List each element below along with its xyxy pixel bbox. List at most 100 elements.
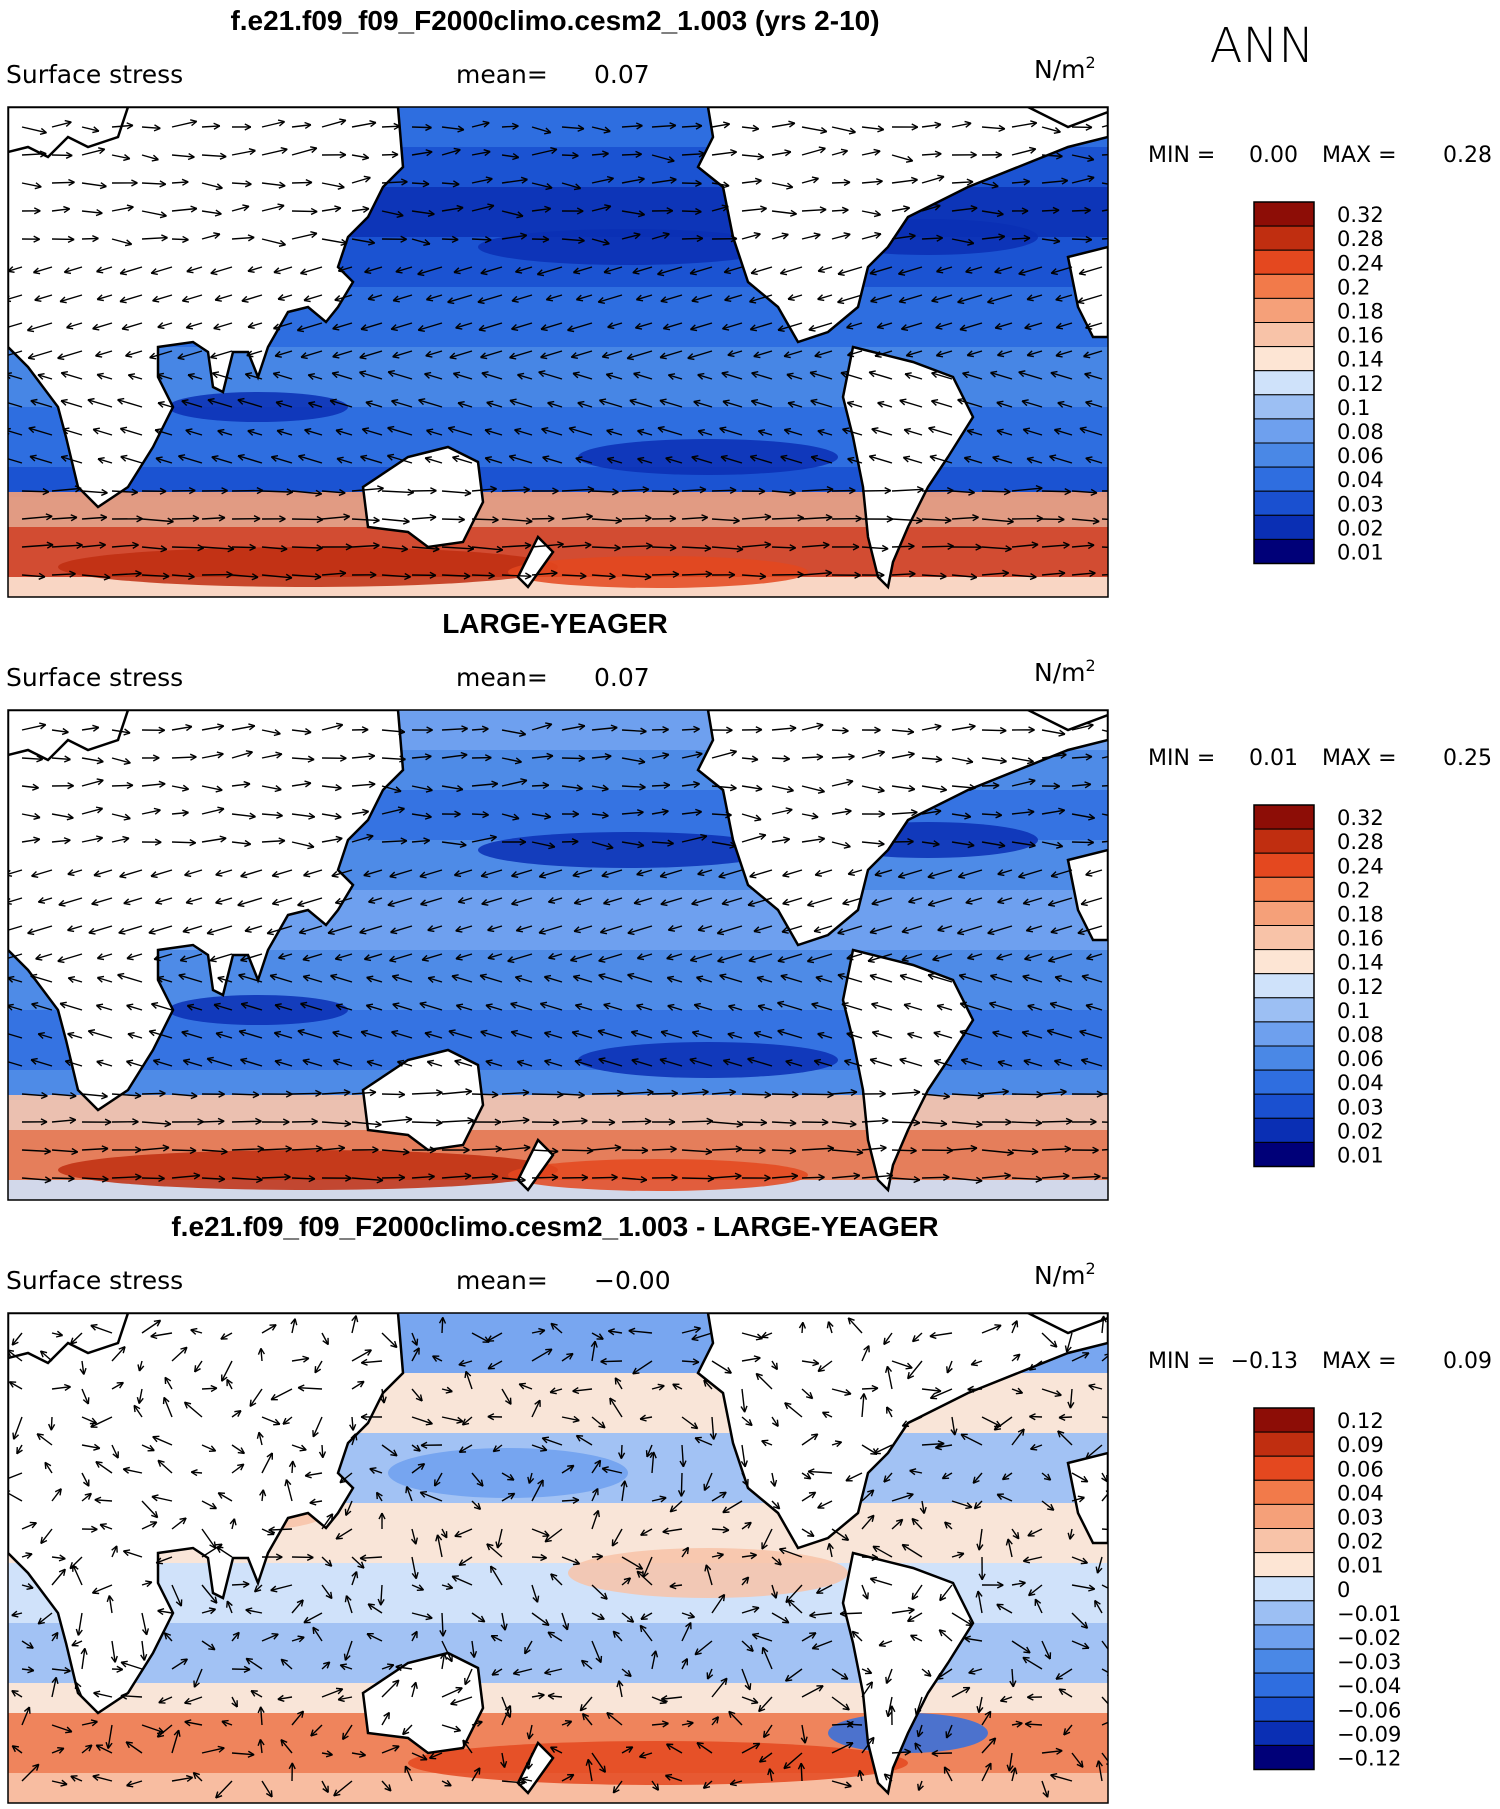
colorbar-cell xyxy=(1253,925,1315,951)
colorbar-tick-label: 0.2 xyxy=(1337,275,1370,299)
colorbar-cell xyxy=(1253,297,1315,323)
colorbar-cell xyxy=(1253,852,1315,878)
colorbar-cell xyxy=(1253,1479,1315,1505)
colorbar-cell xyxy=(1253,1117,1315,1143)
colorbar-cell xyxy=(1253,1624,1315,1650)
wind-vectors xyxy=(8,722,1108,1184)
max-value: 0.25 xyxy=(1443,746,1492,771)
units-label: N/m2 xyxy=(1034,53,1096,84)
colorbar-cell xyxy=(1253,1455,1315,1481)
colorbar-tick-label: 0.18 xyxy=(1337,903,1384,927)
colorbar-tick-label: 0.03 xyxy=(1337,1095,1384,1119)
max-label: MAX = xyxy=(1322,1349,1397,1374)
units-base: N/m xyxy=(1034,658,1085,687)
panel-diff: f.e21.f09_f09_F2000climo.cesm2_1.003 - L… xyxy=(6,1211,1492,1804)
colorbar-tick-label: 0.16 xyxy=(1337,927,1384,951)
colorbar-cell xyxy=(1253,514,1315,540)
map-obs xyxy=(7,709,1109,1201)
units-label: N/m2 xyxy=(1034,1259,1096,1290)
colorbar-cell xyxy=(1253,201,1315,227)
colorbar-cell xyxy=(1253,1552,1315,1578)
colorbar-tick-label: 0.18 xyxy=(1337,300,1384,324)
colorbar-cell xyxy=(1253,1093,1315,1119)
colorbar-cell xyxy=(1253,828,1315,854)
map-case xyxy=(7,106,1109,598)
colorbar-tick-label: 0.02 xyxy=(1337,1530,1384,1554)
variable-label: Surface stress xyxy=(6,663,183,692)
colorbar-tick-label: 0.2 xyxy=(1337,878,1370,902)
colorbar-cell xyxy=(1253,997,1315,1023)
min-label: MIN = xyxy=(1148,746,1215,771)
panel-title: f.e21.f09_f09_F2000climo.cesm2_1.003 - L… xyxy=(171,1211,938,1242)
colorbar-tick-label: −0.01 xyxy=(1337,1602,1401,1626)
colorbar-tick-label: 0.32 xyxy=(1337,203,1384,227)
colorbar-tick-label: 0.06 xyxy=(1337,1047,1384,1071)
mean-value: −0.00 xyxy=(594,1266,671,1295)
colorbar-cell xyxy=(1253,1528,1315,1554)
colorbar-tick-label: 0.04 xyxy=(1337,1481,1384,1505)
colorbar-cell xyxy=(1253,442,1315,468)
colorbar-tick-label: 0.02 xyxy=(1337,1119,1384,1143)
colorbar-cell xyxy=(1253,249,1315,275)
colorbar-tick-label: 0.24 xyxy=(1337,251,1384,275)
colorbar-tick-label: 0.14 xyxy=(1337,348,1384,372)
colorbar-tick-label: 0.32 xyxy=(1337,806,1384,830)
colorbar-cell xyxy=(1253,1021,1315,1047)
colorbar-diff: 0.120.090.060.040.030.020.010−0.01−0.02−… xyxy=(1253,1407,1401,1771)
colorbar-cell xyxy=(1253,1431,1315,1457)
colorbar-cell xyxy=(1253,1720,1315,1746)
colorbar-cell xyxy=(1253,1141,1315,1168)
colorbar-obs: 0.320.280.240.20.180.160.140.120.10.080.… xyxy=(1253,804,1384,1168)
colorbar-cell xyxy=(1253,1503,1315,1530)
colorbar-cell xyxy=(1253,346,1315,372)
map-diff xyxy=(7,1312,1109,1804)
panel-obs: LARGE-YEAGER Surface stress mean= 0.07 N/m2 M… xyxy=(6,608,1492,1201)
colorbar-tick-label: −0.03 xyxy=(1337,1650,1401,1674)
colorbar-tick-label: 0 xyxy=(1337,1578,1350,1602)
colorbar-tick-label: 0.08 xyxy=(1337,420,1384,444)
colorbar-case: 0.320.280.240.20.180.160.140.120.10.080.… xyxy=(1253,201,1384,565)
colorbar-tick-label: 0.12 xyxy=(1337,1409,1384,1433)
colorbar-tick-label: 0.09 xyxy=(1337,1433,1384,1457)
colorbar-tick-label: −0.09 xyxy=(1337,1722,1401,1746)
colorbar-tick-label: 0.16 xyxy=(1337,324,1384,348)
units-exponent: 2 xyxy=(1085,53,1095,72)
colorbar-cell xyxy=(1253,1696,1315,1722)
colorbar-tick-label: −0.12 xyxy=(1337,1747,1401,1771)
mean-label: mean= xyxy=(456,663,548,692)
colorbar-tick-label: 0.1 xyxy=(1337,999,1370,1023)
colorbar-cell xyxy=(1253,949,1315,975)
colorbar-tick-label: 0.12 xyxy=(1337,975,1384,999)
colorbar-tick-label: 0.01 xyxy=(1337,1144,1384,1168)
colorbar-tick-label: 0.1 xyxy=(1337,396,1370,420)
colorbar-tick-label: 0.28 xyxy=(1337,830,1384,854)
units-exponent: 2 xyxy=(1085,1259,1095,1278)
colorbar-tick-label: 0.01 xyxy=(1337,1554,1384,1578)
max-value: 0.09 xyxy=(1443,1349,1492,1374)
colorbar-cell xyxy=(1253,1576,1315,1602)
colorbar-cell xyxy=(1253,1600,1315,1626)
colorbar-cell xyxy=(1253,370,1315,396)
colorbar-tick-label: 0.03 xyxy=(1337,1506,1384,1530)
colorbar-cell xyxy=(1253,538,1315,565)
colorbar-tick-label: 0.08 xyxy=(1337,1023,1384,1047)
min-label: MIN = xyxy=(1148,143,1215,168)
mean-label: mean= xyxy=(456,1266,548,1295)
colorbar-cell xyxy=(1253,466,1315,492)
mean-value: 0.07 xyxy=(594,60,650,89)
colorbar-cell xyxy=(1253,273,1315,299)
colorbar-cell xyxy=(1253,1744,1315,1771)
colorbar-cell xyxy=(1253,225,1315,251)
colorbar-tick-label: 0.28 xyxy=(1337,227,1384,251)
colorbar-tick-label: −0.06 xyxy=(1337,1698,1401,1722)
colorbar-tick-label: 0.01 xyxy=(1337,541,1384,565)
min-label: MIN = xyxy=(1148,1349,1215,1374)
max-value: 0.28 xyxy=(1443,143,1492,168)
units-label: N/m2 xyxy=(1034,656,1096,687)
colorbar-tick-label: 0.04 xyxy=(1337,1071,1384,1095)
wind-vectors xyxy=(8,118,1108,581)
colorbar-cell xyxy=(1253,418,1315,444)
colorbar-cell xyxy=(1253,1045,1315,1071)
colorbar-tick-label: 0.04 xyxy=(1337,468,1384,492)
colorbar-tick-label: 0.06 xyxy=(1337,1457,1384,1481)
